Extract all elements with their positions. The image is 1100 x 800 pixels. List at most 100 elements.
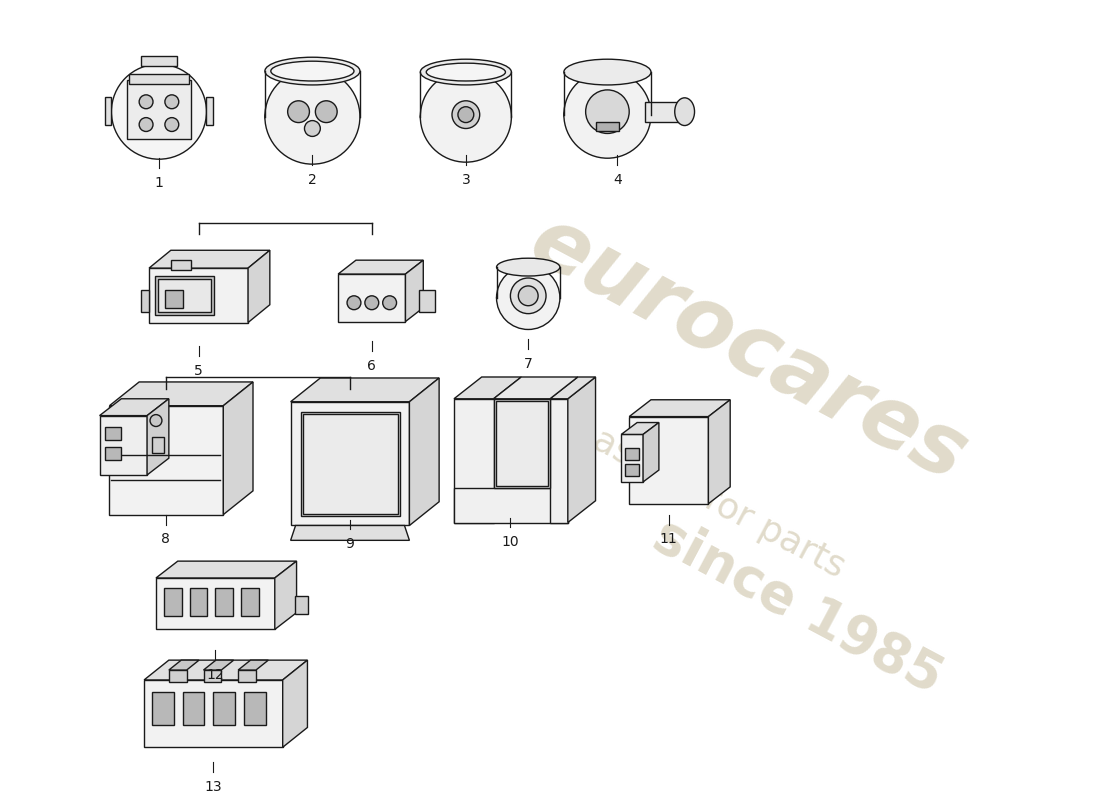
Ellipse shape (265, 58, 360, 85)
Polygon shape (568, 377, 595, 522)
Bar (494, 398, 550, 488)
Text: since 1985: since 1985 (645, 509, 950, 705)
Bar (141, 56, 177, 66)
Ellipse shape (496, 289, 560, 306)
Polygon shape (150, 250, 270, 268)
Circle shape (140, 95, 153, 109)
Text: eurocares: eurocares (516, 199, 980, 499)
Bar (165, 290, 183, 308)
Circle shape (564, 71, 651, 158)
Circle shape (452, 101, 480, 129)
Bar (454, 488, 568, 522)
Bar (130, 74, 189, 84)
Bar (239, 670, 256, 682)
Circle shape (510, 278, 546, 314)
Bar (550, 398, 568, 522)
Polygon shape (239, 660, 268, 670)
Circle shape (305, 121, 320, 137)
Bar (216, 588, 233, 615)
Circle shape (420, 71, 512, 162)
Circle shape (365, 296, 378, 310)
Text: 13: 13 (205, 780, 222, 794)
Polygon shape (249, 250, 270, 322)
Text: 9: 9 (345, 538, 354, 551)
Polygon shape (144, 660, 308, 680)
Bar (155, 276, 214, 314)
Bar (496, 401, 548, 486)
Bar (213, 692, 235, 726)
Circle shape (111, 64, 207, 159)
Bar (150, 268, 249, 322)
Polygon shape (290, 378, 439, 402)
Bar (290, 402, 409, 526)
Bar (169, 670, 187, 682)
Polygon shape (338, 260, 424, 274)
Text: 5: 5 (195, 364, 202, 378)
Bar (629, 417, 708, 504)
Bar (104, 97, 111, 125)
Polygon shape (290, 526, 409, 540)
Polygon shape (621, 422, 659, 434)
Ellipse shape (265, 102, 360, 130)
Circle shape (458, 106, 474, 122)
Bar (152, 438, 164, 454)
Bar (645, 102, 684, 122)
Bar (625, 464, 639, 476)
Bar (241, 588, 258, 615)
Text: 3: 3 (462, 173, 470, 187)
Polygon shape (708, 400, 730, 504)
Ellipse shape (420, 104, 512, 130)
Ellipse shape (420, 59, 512, 85)
Polygon shape (454, 377, 521, 398)
Circle shape (348, 296, 361, 310)
Text: 11: 11 (660, 533, 678, 546)
Text: 4: 4 (613, 173, 621, 187)
Ellipse shape (674, 98, 694, 126)
Polygon shape (644, 422, 659, 482)
Bar (170, 260, 190, 270)
Bar (156, 578, 275, 630)
Bar (625, 448, 639, 460)
Circle shape (165, 118, 179, 131)
Text: 12: 12 (207, 668, 224, 682)
Bar (244, 692, 266, 726)
Polygon shape (169, 660, 199, 670)
Bar (128, 80, 190, 139)
Polygon shape (283, 660, 308, 747)
Ellipse shape (271, 61, 354, 81)
Text: 10: 10 (502, 535, 519, 550)
Bar (106, 447, 121, 460)
Bar (204, 670, 221, 682)
Ellipse shape (564, 59, 651, 85)
Circle shape (265, 69, 360, 164)
Circle shape (518, 286, 538, 306)
Polygon shape (223, 382, 253, 514)
Bar (152, 692, 174, 726)
Circle shape (288, 101, 309, 122)
Polygon shape (110, 382, 253, 406)
Polygon shape (406, 260, 424, 322)
Ellipse shape (564, 102, 651, 127)
Polygon shape (550, 377, 595, 398)
Bar (207, 97, 213, 125)
Bar (621, 434, 643, 482)
Bar (300, 412, 399, 515)
Circle shape (140, 118, 153, 131)
Bar (595, 122, 619, 131)
Bar (144, 680, 283, 747)
Bar (302, 414, 397, 514)
Circle shape (150, 414, 162, 426)
Ellipse shape (496, 258, 560, 276)
Bar (100, 416, 147, 475)
Polygon shape (204, 660, 233, 670)
Ellipse shape (427, 63, 506, 81)
Circle shape (316, 101, 338, 122)
Bar (141, 290, 150, 312)
Text: 7: 7 (524, 357, 532, 371)
Polygon shape (409, 378, 439, 526)
Circle shape (585, 90, 629, 134)
Bar (164, 588, 182, 615)
Circle shape (383, 296, 397, 310)
Bar (106, 427, 121, 440)
Text: passion for parts: passion for parts (566, 411, 850, 584)
